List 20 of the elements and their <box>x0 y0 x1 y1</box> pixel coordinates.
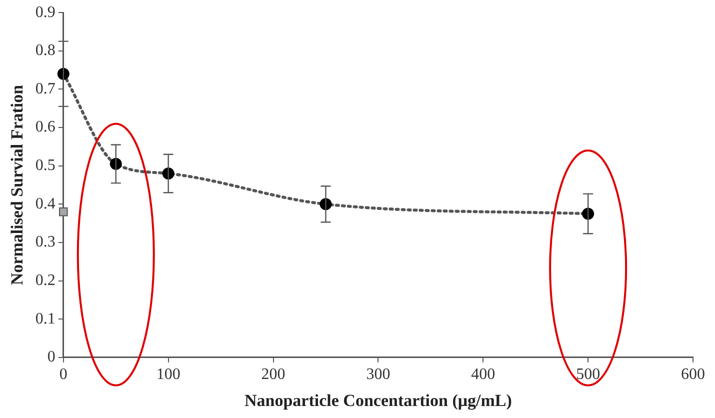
x-tick-label: 600 <box>681 366 705 384</box>
y-tick-label: 0.1 <box>35 310 56 328</box>
y-tick-label: 0.9 <box>35 4 56 21</box>
y-tick-label: 0.6 <box>35 118 56 136</box>
y-tick-label: 0.5 <box>35 157 56 174</box>
x-tick-label: 0 <box>59 366 68 384</box>
x-tick-label: 200 <box>261 366 286 384</box>
y-axis-title: Normalised Survial Fration <box>8 84 27 286</box>
x-axis-title: Nanoparticle Concentartion (μg/mL) <box>244 391 512 410</box>
x-tick-label: 100 <box>156 366 180 384</box>
x-tick-label: 400 <box>471 366 496 384</box>
y-tick-label: 0.7 <box>35 80 56 98</box>
y-tick-label: 0.2 <box>35 272 56 289</box>
point <box>59 207 68 216</box>
x-tick-label: 300 <box>366 366 390 384</box>
y-tick-label: 0.3 <box>35 234 56 251</box>
y-tick-label: 0.8 <box>35 42 56 60</box>
x-tick-label: 500 <box>576 366 600 384</box>
y-tick-label: 0 <box>47 348 56 366</box>
y-tick-label: 0.4 <box>35 195 56 212</box>
